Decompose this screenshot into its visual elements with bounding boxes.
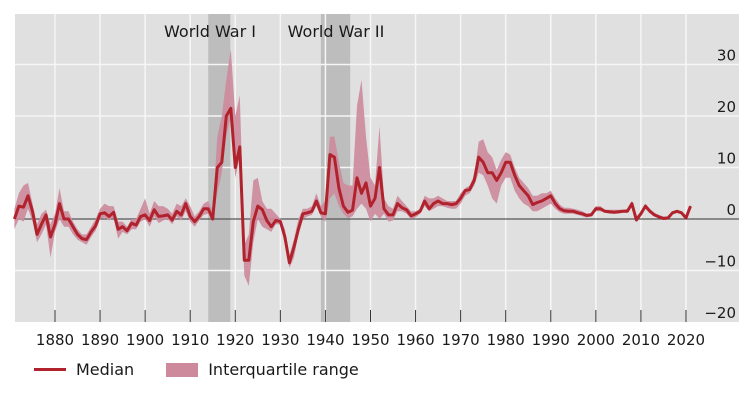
x-tick-label: 1980 bbox=[487, 331, 525, 349]
x-tick-label: 1970 bbox=[442, 331, 480, 349]
x-tick-label: 2010 bbox=[622, 331, 660, 349]
x-tick-label: 2000 bbox=[577, 331, 615, 349]
y-tick-label: −20 bbox=[704, 304, 736, 322]
war-label-2: World War II bbox=[288, 22, 385, 41]
x-tick-label: 1920 bbox=[216, 331, 254, 349]
median-line bbox=[12, 106, 692, 265]
y-tick-label: 10 bbox=[717, 150, 736, 168]
legend-median-label: Median bbox=[76, 360, 135, 379]
x-tick-label: 1900 bbox=[126, 331, 164, 349]
legend-item-median: Median bbox=[34, 360, 134, 379]
x-tick-label: 1930 bbox=[261, 331, 299, 349]
x-tick-label: 1880 bbox=[36, 331, 74, 349]
x-tick-label: 1960 bbox=[396, 331, 434, 349]
legend-item-iqr: Interquartile range bbox=[166, 360, 359, 379]
legend-iqr-swatch-icon bbox=[166, 362, 199, 377]
legend: Median Interquartile range bbox=[34, 360, 391, 379]
y-tick-label: 30 bbox=[717, 47, 736, 65]
x-tick-label: 1990 bbox=[532, 331, 570, 349]
y-tick-label: 20 bbox=[717, 98, 736, 116]
war-label-1: World War I bbox=[164, 22, 256, 41]
legend-median-line-icon bbox=[34, 368, 66, 371]
x-tick-label: 1950 bbox=[351, 331, 389, 349]
x-tick-label: 1940 bbox=[306, 331, 344, 349]
x-tick-label: 1890 bbox=[81, 331, 119, 349]
legend-iqr-label: Interquartile range bbox=[208, 360, 359, 379]
y-tick-label: −10 bbox=[704, 253, 736, 271]
x-tick-label: 2020 bbox=[667, 331, 705, 349]
x-tick-label: 1910 bbox=[171, 331, 209, 349]
y-tick-label: 0 bbox=[726, 201, 736, 219]
